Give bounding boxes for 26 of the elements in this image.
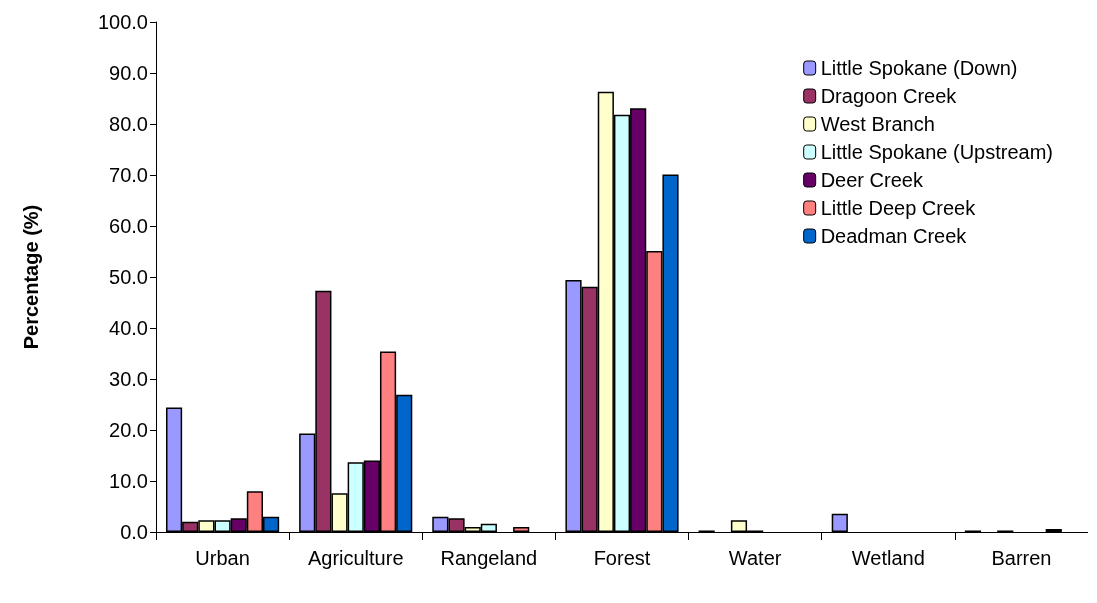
y-tick-label: 50.0 bbox=[109, 266, 148, 288]
y-tick-label: 0.0 bbox=[120, 521, 148, 543]
x-tick-label: Forest bbox=[593, 547, 651, 569]
y-tick-label: 90.0 bbox=[109, 62, 148, 84]
x-tick-label: Urban bbox=[195, 547, 250, 569]
legend-label: Little Spokane (Upstream) bbox=[820, 141, 1053, 163]
legend-label: Deer Creek bbox=[820, 169, 924, 191]
y-tick-label: 100.0 bbox=[97, 11, 148, 33]
x-tick-label: Barren bbox=[991, 547, 1052, 569]
y-tick-label: 80.0 bbox=[109, 113, 148, 135]
legend-label: West Branch bbox=[820, 113, 935, 135]
legend-label: Little Spokane (Down) bbox=[820, 57, 1018, 79]
x-tick-label: Water bbox=[728, 547, 782, 569]
legend-label: Deadman Creek bbox=[820, 225, 968, 247]
y-tick-label: 60.0 bbox=[109, 215, 148, 237]
x-tick-label: Agriculture bbox=[307, 547, 404, 569]
y-axis-title: Percentage (%) bbox=[20, 204, 42, 350]
x-tick-label: Rangeland bbox=[440, 547, 538, 569]
x-tick-label: Wetland bbox=[851, 547, 925, 569]
legend-label: Dragoon Creek bbox=[820, 85, 958, 107]
y-tick-label: 30.0 bbox=[109, 368, 148, 390]
y-tick-label: 70.0 bbox=[109, 164, 148, 186]
y-tick-label: 10.0 bbox=[109, 470, 148, 492]
legend-label: Little Deep Creek bbox=[820, 197, 977, 219]
y-tick-label: 20.0 bbox=[109, 419, 148, 441]
y-tick-label: 40.0 bbox=[109, 317, 148, 339]
